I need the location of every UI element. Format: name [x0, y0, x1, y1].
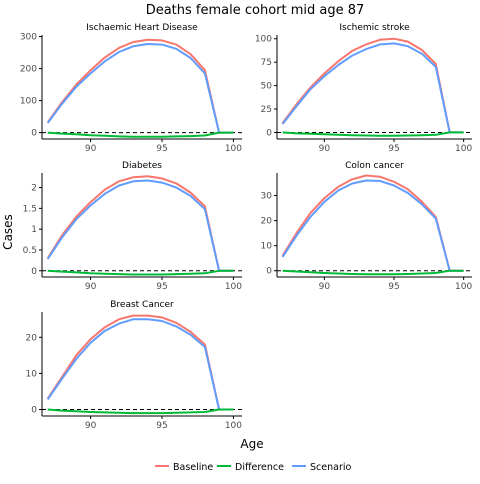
panel-title: Ischemic stroke: [339, 23, 410, 33]
series-line-baseline: [281, 174, 464, 272]
y-tick-label: 0: [266, 267, 272, 277]
y-tick-label: 1.5: [23, 204, 37, 214]
series-line-baseline: [46, 38, 234, 134]
legend: Baseline Difference Scenario: [155, 462, 351, 473]
y-tick-label: 10: [26, 369, 38, 379]
panel-5: Breast Cancer 0 10 20 90 95 100: [26, 300, 243, 431]
legend-item-baseline: Baseline: [155, 462, 213, 473]
x-tick-label: 95: [388, 144, 399, 154]
x-tick-label: 90: [85, 421, 97, 431]
series-line-difference: [47, 269, 234, 276]
y-axis-title: Cases: [1, 214, 15, 250]
x-tick-label: 90: [319, 144, 331, 154]
panel-4: Colon cancer 0 10 20 30 90 95 100: [261, 161, 473, 292]
y-tick-label: 2: [31, 184, 37, 194]
series-line-difference: [282, 269, 464, 276]
y-tick-label: 100: [20, 97, 37, 107]
series-line-scenario: [46, 43, 234, 134]
x-tick-label: 95: [388, 282, 399, 292]
series-line-difference: [47, 408, 234, 415]
series-line-difference: [47, 131, 234, 138]
y-tick-label: 0.5: [23, 246, 37, 256]
series-line-scenario: [281, 179, 464, 272]
y-tick-label: 30: [261, 192, 273, 202]
panel-title: Colon cancer: [345, 161, 404, 171]
y-tick-label: 200: [20, 65, 37, 75]
x-axis-title: Age: [240, 437, 263, 451]
legend-label: Scenario: [310, 462, 351, 473]
x-tick-label: 95: [156, 282, 167, 292]
legend-label: Baseline: [173, 462, 213, 473]
y-tick-label: 50: [261, 82, 273, 92]
panel-title: Breast Cancer: [110, 300, 174, 310]
series-line-baseline: [46, 314, 234, 411]
x-tick-label: 100: [225, 421, 242, 431]
series-line-scenario: [281, 42, 464, 134]
panel-2: Ischemic stroke 0 25 50 75 100 90 95 100: [255, 23, 473, 154]
y-tick-label: 20: [26, 333, 38, 343]
x-tick-label: 95: [156, 144, 167, 154]
x-tick-label: 100: [455, 144, 472, 154]
legend-item-difference: Difference: [217, 462, 284, 473]
series-line-difference: [282, 131, 464, 137]
x-tick-label: 100: [455, 282, 472, 292]
y-tick-label: 1: [31, 225, 37, 235]
legend-label: Difference: [235, 462, 284, 473]
panel-title: Diabetes: [122, 161, 162, 171]
x-tick-label: 100: [225, 144, 242, 154]
x-tick-label: 90: [85, 144, 97, 154]
y-tick-label: 75: [261, 58, 272, 68]
panel-1: Ischaemic Heart Disease 0 100 200 300 90 95 100: [20, 23, 242, 154]
y-tick-label: 300: [20, 33, 37, 43]
y-tick-label: 0: [31, 129, 37, 139]
y-tick-label: 100: [255, 35, 272, 45]
y-tick-label: 25: [261, 105, 272, 115]
y-tick-label: 20: [261, 217, 273, 227]
y-tick-label: 0: [31, 267, 37, 277]
x-tick-label: 90: [319, 282, 331, 292]
x-tick-label: 95: [156, 421, 167, 431]
series-line-baseline: [281, 37, 464, 134]
series-line-scenario: [46, 179, 234, 272]
series-line-scenario: [46, 318, 234, 411]
series-line-baseline: [46, 175, 234, 272]
x-tick-label: 90: [85, 282, 97, 292]
legend-item-scenario: Scenario: [292, 462, 351, 473]
panel-title: Ischaemic Heart Disease: [86, 23, 198, 33]
panel-3: Diabetes 0 0.5 1 1.5 2 90 95 100: [23, 161, 243, 292]
y-tick-label: 10: [261, 242, 273, 252]
y-tick-label: 0: [266, 128, 272, 138]
y-tick-label: 0: [31, 406, 37, 416]
figure-title: Deaths female cohort mid age 87: [146, 3, 365, 18]
x-tick-label: 100: [225, 282, 242, 292]
